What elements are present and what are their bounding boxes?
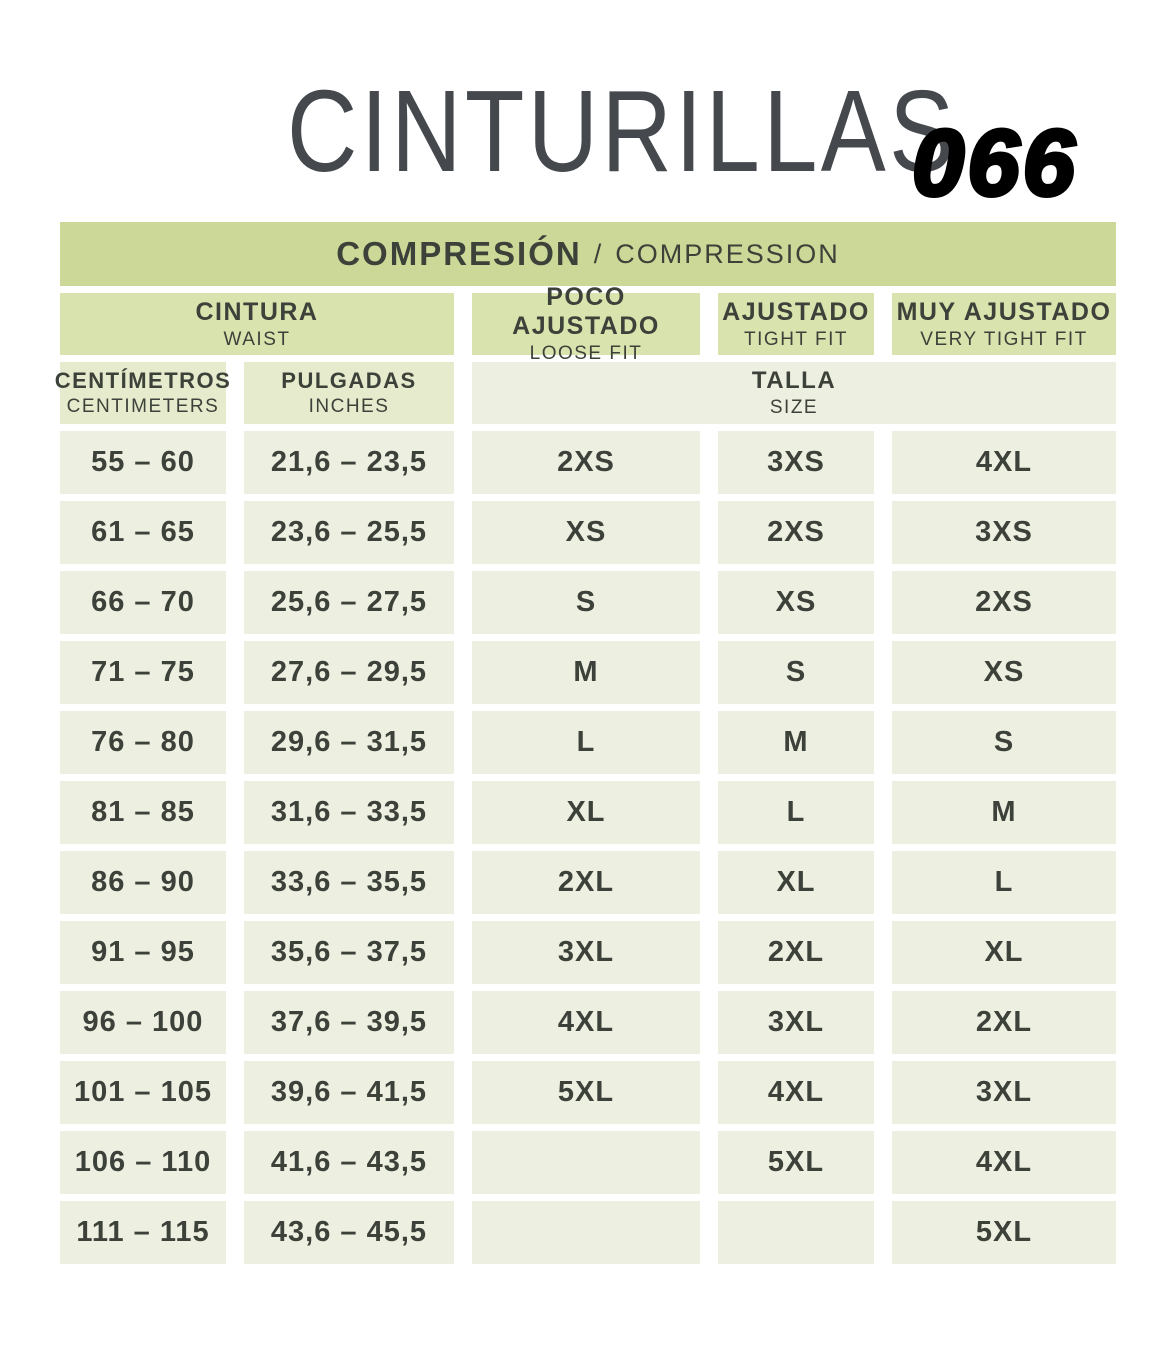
- inches-range-cell: 29,6 – 31,5: [244, 711, 454, 774]
- tight-fit-size-cell: 3XS: [718, 431, 874, 494]
- tight-fit-label-en: TIGHT FIT: [744, 328, 848, 350]
- loose-fit-size-cell: XL: [472, 781, 700, 844]
- cm-range-cell: 71 – 75: [60, 641, 226, 704]
- very-tight-fit-size-cell: 3XS: [892, 501, 1116, 564]
- loose-fit-label-en: LOOSE FIT: [529, 343, 643, 364]
- inches-range-cell: 25,6 – 27,5: [244, 571, 454, 634]
- inches-label-en: INCHES: [308, 396, 390, 417]
- centimeters-label-es: CENTÍMETROS: [54, 368, 232, 393]
- cm-range-cell: 91 – 95: [60, 921, 226, 984]
- very-tight-fit-size-cell: XL: [892, 921, 1116, 984]
- tight-fit-size-cell: 2XS: [718, 501, 874, 564]
- cm-range-cell: 55 – 60: [60, 431, 226, 494]
- inches-range-cell: 35,6 – 37,5: [244, 921, 454, 984]
- tight-fit-size-cell: 5XL: [718, 1131, 874, 1194]
- size-column-header: TALLA SIZE: [472, 362, 1116, 424]
- inches-range-cell: 21,6 – 23,5: [244, 431, 454, 494]
- cm-range-cell: 66 – 70: [60, 571, 226, 634]
- very-tight-fit-size-cell: 3XL: [892, 1061, 1116, 1124]
- loose-fit-size-cell: 3XL: [472, 921, 700, 984]
- cm-range-cell: 86 – 90: [60, 851, 226, 914]
- very-tight-fit-size-cell: 2XL: [892, 991, 1116, 1054]
- tight-fit-size-cell: S: [718, 641, 874, 704]
- cm-range-cell: 106 – 110: [60, 1131, 226, 1194]
- tight-fit-size-cell: L: [718, 781, 874, 844]
- loose-fit-size-cell: XS: [472, 501, 700, 564]
- very-tight-fit-size-cell: XS: [892, 641, 1116, 704]
- tight-fit-size-cell: M: [718, 711, 874, 774]
- inches-range-cell: 41,6 – 43,5: [244, 1131, 454, 1194]
- tight-fit-column-header: AJUSTADO TIGHT FIT: [718, 293, 874, 355]
- cm-range-cell: 61 – 65: [60, 501, 226, 564]
- inches-range-cell: 37,6 – 39,5: [244, 991, 454, 1054]
- loose-fit-column-header: POCO AJUSTADO LOOSE FIT: [472, 283, 700, 364]
- tight-fit-label-es: AJUSTADO: [722, 297, 870, 326]
- tight-fit-size-cell: XS: [718, 571, 874, 634]
- size-label-en: SIZE: [769, 397, 819, 418]
- compression-separator: /: [593, 238, 604, 269]
- compression-band: COMPRESIÓN / COMPRESSION: [60, 222, 1116, 286]
- cm-range-cell: 96 – 100: [60, 991, 226, 1054]
- centimeters-label-en: CENTIMETERS: [66, 396, 220, 417]
- inches-range-cell: 33,6 – 35,5: [244, 851, 454, 914]
- inches-range-cell: 39,6 – 41,5: [244, 1061, 454, 1124]
- very-tight-fit-size-cell: 5XL: [892, 1201, 1116, 1264]
- centimeters-column-header: CENTÍMETROS CENTIMETERS: [55, 362, 230, 424]
- cm-range-cell: 111 – 115: [60, 1201, 226, 1264]
- very-tight-fit-size-cell: 4XL: [892, 1131, 1116, 1194]
- very-tight-fit-size-cell: 2XS: [892, 571, 1116, 634]
- very-tight-fit-column-header: MUY AJUSTADO VERY TIGHT FIT: [892, 293, 1116, 355]
- cm-range-cell: 76 – 80: [60, 711, 226, 774]
- loose-fit-size-cell: 2XL: [472, 851, 700, 914]
- very-tight-fit-label-en: VERY TIGHT FIT: [920, 328, 1088, 350]
- very-tight-fit-size-cell: 4XL: [892, 431, 1116, 494]
- inches-range-cell: 27,6 – 29,5: [244, 641, 454, 704]
- size-label-es: TALLA: [751, 367, 837, 394]
- inches-range-cell: 43,6 – 45,5: [244, 1201, 454, 1264]
- cm-range-cell: 101 – 105: [60, 1061, 226, 1124]
- page-title: CINTURILLAS: [287, 66, 958, 196]
- loose-fit-size-cell: S: [472, 571, 700, 634]
- loose-fit-size-cell: 2XS: [472, 431, 700, 494]
- tight-fit-size-cell: 2XL: [718, 921, 874, 984]
- loose-fit-size-cell: M: [472, 641, 700, 704]
- compression-label-es: COMPRESIÓN: [336, 235, 582, 272]
- tight-fit-size-cell: 3XL: [718, 991, 874, 1054]
- cm-range-cell: 81 – 85: [60, 781, 226, 844]
- very-tight-fit-size-cell: S: [892, 711, 1116, 774]
- waist-label-es: CINTURA: [195, 297, 319, 326]
- tight-fit-size-cell: 4XL: [718, 1061, 874, 1124]
- waist-label-en: WAIST: [223, 328, 291, 350]
- model-number: 066: [910, 110, 1078, 215]
- loose-fit-size-cell: [472, 1201, 700, 1264]
- very-tight-fit-size-cell: L: [892, 851, 1116, 914]
- loose-fit-size-cell: L: [472, 711, 700, 774]
- very-tight-fit-size-cell: M: [892, 781, 1116, 844]
- loose-fit-size-cell: 5XL: [472, 1061, 700, 1124]
- waist-column-header: CINTURA WAIST: [60, 293, 454, 355]
- inches-range-cell: 31,6 – 33,5: [244, 781, 454, 844]
- tight-fit-size-cell: [718, 1201, 874, 1264]
- tight-fit-size-cell: XL: [718, 851, 874, 914]
- inches-range-cell: 23,6 – 25,5: [244, 501, 454, 564]
- loose-fit-label-es: POCO AJUSTADO: [512, 283, 660, 340]
- size-table: COMPRESIÓN / COMPRESSION CINTURA WAIST P…: [55, 222, 1116, 1264]
- loose-fit-size-cell: [472, 1131, 700, 1194]
- very-tight-fit-label-es: MUY AJUSTADO: [896, 297, 1112, 326]
- inches-label-es: PULGADAS: [281, 368, 417, 393]
- compression-label-en: COMPRESSION: [615, 238, 840, 269]
- inches-column-header: PULGADAS INCHES: [244, 362, 454, 424]
- loose-fit-size-cell: 4XL: [472, 991, 700, 1054]
